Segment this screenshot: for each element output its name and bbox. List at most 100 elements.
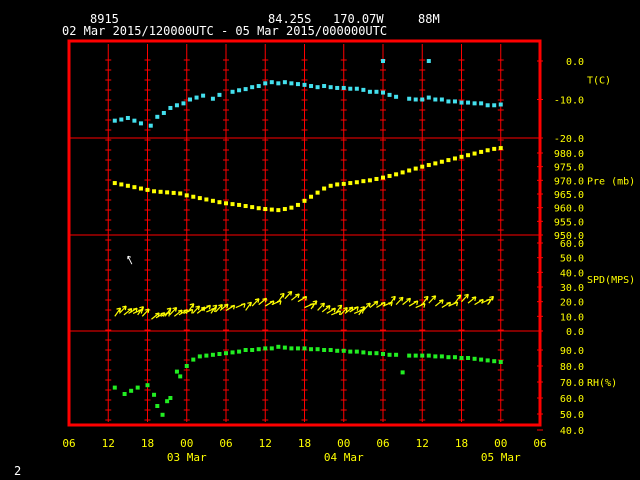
temp-point	[466, 100, 471, 105]
panel-label-rh: RH(%)	[587, 378, 617, 389]
wind-arrow	[258, 297, 267, 306]
pressure-point	[119, 182, 124, 187]
y-tick-label: 20.0	[560, 298, 584, 309]
tick-grid	[105, 44, 504, 422]
pressure-point	[230, 202, 235, 207]
pressure-point	[158, 189, 163, 194]
pressure-point	[210, 198, 215, 203]
temp-point	[341, 85, 346, 90]
wind-arrow-head	[220, 304, 223, 309]
wind-arrow-head	[340, 305, 343, 310]
rh-point	[250, 348, 255, 352]
wind-arrow-head	[360, 306, 365, 309]
temp-point	[439, 97, 444, 102]
temp-point	[217, 92, 222, 97]
axis-labels: 0.0 -10.0 -20.0 T(C) 980.0 975.0 970.0 965.0 960…	[62, 57, 635, 464]
temp-point	[201, 93, 206, 98]
wind-arrow-head	[366, 302, 371, 305]
wind-arrow-head	[139, 306, 144, 309]
pressure-point	[138, 186, 143, 191]
temp-point	[426, 95, 431, 100]
y-tick-label: 90.0	[560, 346, 584, 357]
temp-point	[322, 84, 327, 89]
wind-arrow-head	[434, 295, 437, 300]
y-tick-label: 955.0	[554, 217, 584, 228]
wind-arrow-head	[243, 303, 246, 308]
wind-arrow-head	[226, 304, 229, 309]
pressure-point	[420, 164, 425, 169]
rh-point	[394, 352, 399, 357]
temp-point	[210, 96, 215, 101]
wind-arrow-head	[459, 294, 462, 300]
pressure-point	[112, 181, 117, 186]
temp-point	[302, 82, 307, 87]
station-location: 84.25S 170.07W	[268, 12, 384, 26]
y-tick-label: 0.0	[566, 57, 584, 68]
wind-arrow	[362, 302, 371, 311]
wind-arrow-head	[168, 312, 171, 317]
wind-arrow-head	[380, 301, 386, 304]
rh-point	[492, 359, 497, 364]
rh-point	[387, 352, 392, 357]
wind-arrow-head	[376, 301, 379, 306]
pressure-point	[165, 190, 170, 195]
pressure-point	[302, 198, 307, 203]
rh-point	[184, 364, 189, 368]
wind-arrow-head	[144, 308, 150, 311]
rh-point	[335, 348, 340, 353]
x-tick-label: 00	[337, 437, 350, 450]
y-tick-label: 40.0	[560, 426, 584, 437]
wind-arrow	[151, 312, 160, 320]
pressure-point	[485, 148, 490, 153]
temp-point	[289, 81, 294, 86]
pressure-point	[204, 197, 209, 202]
wind-arrow-head	[331, 307, 336, 310]
wind-arrow-head	[338, 310, 342, 316]
pressure-point	[407, 168, 412, 173]
wind-arrow-head	[406, 297, 411, 300]
rh-point	[439, 354, 444, 359]
wind-arrow-head	[423, 303, 426, 308]
pressure-point	[361, 179, 366, 184]
rh-point	[112, 385, 117, 390]
rh-point	[348, 349, 353, 354]
temp-point	[230, 89, 235, 94]
x-tick-label: 18	[298, 437, 311, 450]
pressure-point	[439, 159, 444, 164]
pressure-point	[466, 153, 471, 158]
wind-arrow-head	[297, 293, 300, 299]
temp-point	[472, 101, 477, 106]
station-elevation: 88M	[418, 12, 440, 26]
wind-arrow-head	[197, 305, 201, 311]
y-tick-label: 965.0	[554, 190, 584, 201]
y-tick-label: 950.0	[554, 231, 584, 242]
pressure-point	[224, 201, 228, 206]
wind-arrow	[127, 255, 133, 265]
wind-arrow	[291, 293, 300, 301]
wind-arrow-head	[172, 306, 177, 310]
rh-point	[426, 353, 431, 358]
temp-point	[132, 118, 137, 123]
wind-arrow-head	[116, 307, 121, 310]
rh-point	[243, 348, 248, 352]
y-tick-label: 0.0	[566, 327, 584, 338]
rh-point	[479, 357, 484, 362]
wind-arrow	[251, 298, 260, 307]
temp-point	[174, 103, 179, 108]
rh-point	[129, 388, 134, 393]
wind-arrow	[369, 300, 379, 308]
x-date-label: 05 Mar	[481, 451, 521, 464]
pressure-point	[381, 175, 385, 180]
rh-point	[328, 348, 333, 352]
rh-point	[309, 347, 314, 352]
wind-arrow	[344, 306, 354, 314]
wind-arrow-head	[191, 309, 194, 314]
pressure-point	[472, 151, 477, 156]
temp-point	[263, 81, 268, 86]
pressure-point	[498, 146, 503, 151]
wind-arrow-head	[373, 300, 378, 303]
wind-arrow-head	[456, 302, 459, 307]
pressure-point	[367, 178, 372, 183]
temp-point	[492, 103, 497, 108]
wind-arrow-head	[247, 301, 252, 304]
